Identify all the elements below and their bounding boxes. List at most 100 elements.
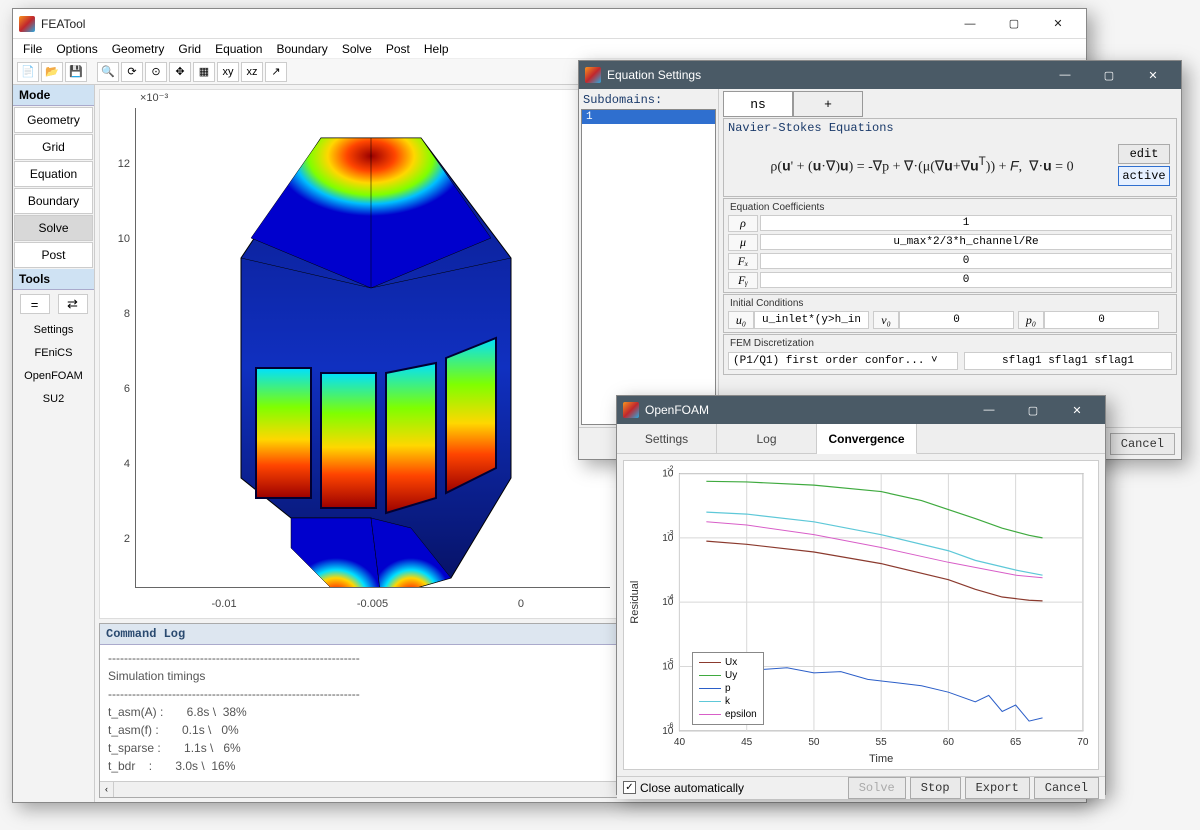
minimize-button[interactable]: — [1043,61,1087,89]
svg-text:-3: -3 [667,530,673,537]
cancel-button[interactable]: Cancel [1034,777,1099,799]
of-footer: ✓ Close automatically SolveStopExportCan… [617,776,1105,799]
ic-value[interactable]: u_inlet*(y>h_in [754,311,869,329]
svg-text:-2: -2 [667,466,673,473]
coef-header: Equation Coefficients [728,201,1172,214]
maximize-button[interactable]: ▢ [1011,396,1055,424]
openfoam-window: OpenFOAM — ▢ ✕ SettingsLogConvergence 40… [616,395,1106,795]
fem-result-3d [181,113,561,588]
menu-options[interactable]: Options [50,41,103,57]
subdomains-list[interactable]: 1 [581,109,716,425]
close-button[interactable]: ✕ [1131,61,1175,89]
svg-text:-6: -6 [667,723,673,730]
mode-grid[interactable]: Grid [14,134,93,160]
legend-label: p [725,683,731,694]
cancel-button[interactable]: Cancel [1110,433,1175,455]
main-titlebar[interactable]: FEATool — ▢ ✕ [13,9,1086,39]
eq-titlebar[interactable]: Equation Settings — ▢ ✕ [579,61,1181,89]
menubar: FileOptionsGeometryGridEquationBoundaryS… [13,39,1086,59]
coef-name: ρ [728,215,758,232]
mode-post[interactable]: Post [14,242,93,268]
tool-settings[interactable]: Settings [14,319,93,341]
open-icon[interactable]: 📂 [41,62,63,82]
of-tab-convergence[interactable]: Convergence [817,424,917,454]
tool-icon[interactable]: ⇄ [58,294,88,314]
maximize-button[interactable]: ▢ [1087,61,1131,89]
save-icon[interactable]: 💾 [65,62,87,82]
zoom-icon[interactable]: 🔍 [97,62,119,82]
coef-name: Fᵧ [728,272,758,289]
new-icon[interactable]: 📄 [17,62,39,82]
main-title: FEATool [41,17,85,31]
maximize-button[interactable]: ▢ [992,10,1036,38]
close-button[interactable]: ✕ [1036,10,1080,38]
coef-value[interactable]: 0 [760,253,1172,269]
subdomains-label: Subdomains: [581,91,716,109]
xz-icon[interactable]: xz [241,62,263,82]
mode-header: Mode [13,85,94,106]
eq-tab-ns[interactable]: ns [723,91,793,117]
menu-geometry[interactable]: Geometry [106,41,171,57]
mode-solve[interactable]: Solve [14,215,93,241]
tool-openfoam[interactable]: OpenFOAM [14,365,93,387]
rotate-icon[interactable]: ⟳ [121,62,143,82]
of-titlebar[interactable]: OpenFOAM — ▢ ✕ [617,396,1105,424]
svg-text:40: 40 [674,737,686,748]
edit-button[interactable]: edit [1118,144,1170,164]
legend-label: Ux [725,657,737,668]
reset-icon[interactable]: ⊙ [145,62,167,82]
tool-icon[interactable]: = [20,294,50,314]
ic-name: v₀ [873,311,899,329]
svg-text:-5: -5 [667,658,673,665]
xy-icon[interactable]: xy [217,62,239,82]
close-button[interactable]: ✕ [1055,396,1099,424]
menu-help[interactable]: Help [418,41,455,57]
menu-solve[interactable]: Solve [336,41,378,57]
mode-boundary[interactable]: Boundary [14,188,93,214]
export-button[interactable]: Export [965,777,1030,799]
ic-name: p₀ [1018,311,1044,329]
menu-boundary[interactable]: Boundary [270,41,333,57]
grid-icon[interactable]: ▦ [193,62,215,82]
pan-icon[interactable]: ✥ [169,62,191,82]
minimize-button[interactable]: — [948,10,992,38]
svg-text:70: 70 [1077,737,1089,748]
mode-geometry[interactable]: Geometry [14,107,93,133]
yz-icon[interactable]: ↗ [265,62,287,82]
menu-post[interactable]: Post [380,41,416,57]
fem-flags[interactable]: sflag1 sflag1 sflag1 [964,352,1172,370]
tool-fenics[interactable]: FEniCS [14,342,93,364]
coef-value[interactable]: u_max*2/3*h_channel/Re [760,234,1172,250]
close-auto-label: Close automatically [640,781,744,795]
fem-select[interactable]: (P1/Q1) first order confor... ˅ [728,352,958,370]
stop-button[interactable]: Stop [910,777,961,799]
sidebar: Mode GeometryGridEquationBoundarySolvePo… [13,85,95,802]
convergence-chart: 4045505560657010-610-510-410-310-2TimeRe… [623,460,1099,770]
eq-tab-add[interactable]: + [793,91,863,117]
subdomain-item[interactable]: 1 [582,110,715,124]
tool-su2[interactable]: SU2 [14,388,93,410]
ic-value[interactable]: 0 [899,311,1014,329]
coef-name: Fₓ [728,253,758,270]
legend-label: k [725,696,730,707]
close-auto-checkbox[interactable]: ✓ Close automatically [623,781,844,795]
of-tab-log[interactable]: Log [717,424,817,453]
coef-name: μ [728,234,758,251]
svg-text:Time: Time [869,753,893,765]
coef-value[interactable]: 1 [760,215,1172,231]
ic-header: Initial Conditions [728,297,1172,310]
menu-grid[interactable]: Grid [172,41,207,57]
ic-value[interactable]: 0 [1044,311,1159,329]
svg-text:65: 65 [1010,737,1022,748]
coef-value[interactable]: 0 [760,272,1172,288]
menu-equation[interactable]: Equation [209,41,268,57]
checkbox-icon: ✓ [623,781,636,794]
menu-file[interactable]: File [17,41,48,57]
active-button[interactable]: active [1118,166,1170,186]
app-icon [19,16,35,32]
of-title: OpenFOAM [645,403,709,417]
of-tab-settings[interactable]: Settings [617,424,717,453]
minimize-button[interactable]: — [967,396,1011,424]
svg-text:50: 50 [808,737,820,748]
mode-equation[interactable]: Equation [14,161,93,187]
